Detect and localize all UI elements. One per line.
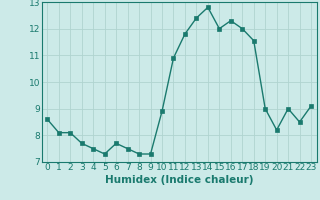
X-axis label: Humidex (Indice chaleur): Humidex (Indice chaleur)	[105, 175, 253, 185]
